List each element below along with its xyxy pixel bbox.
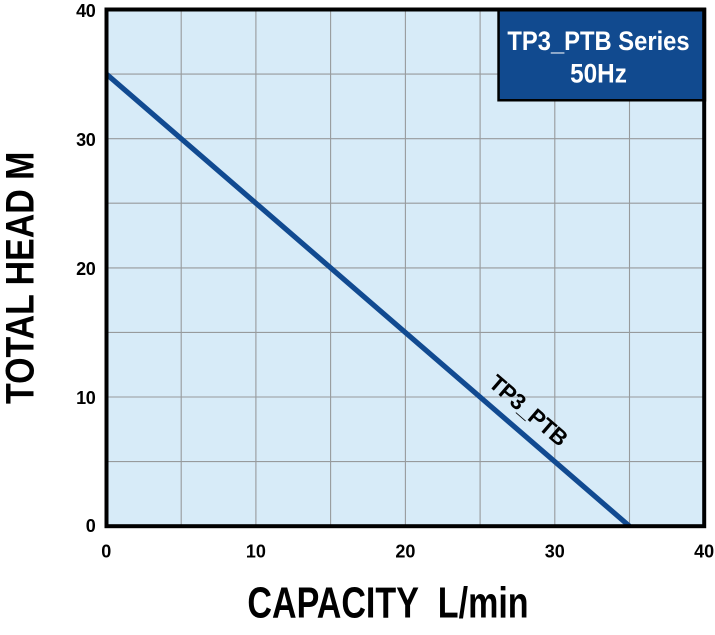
svg-text:CAPACITY L/min: CAPACITY L/min (247, 579, 528, 628)
svg-text:40: 40 (694, 541, 714, 561)
svg-text:10: 10 (76, 388, 96, 408)
svg-text:30: 30 (76, 130, 96, 150)
svg-text:50Hz: 50Hz (570, 60, 627, 89)
svg-text:30: 30 (545, 541, 565, 561)
svg-text:10: 10 (246, 541, 266, 561)
svg-text:20: 20 (395, 541, 415, 561)
svg-text:0: 0 (86, 516, 96, 536)
svg-text:0: 0 (101, 541, 111, 561)
svg-text:TOTAL HEAD M: TOTAL HEAD M (0, 152, 42, 404)
svg-text:40: 40 (76, 1, 96, 21)
svg-text:20: 20 (76, 259, 96, 279)
svg-text:TP3_PTB Series: TP3_PTB Series (507, 27, 689, 57)
